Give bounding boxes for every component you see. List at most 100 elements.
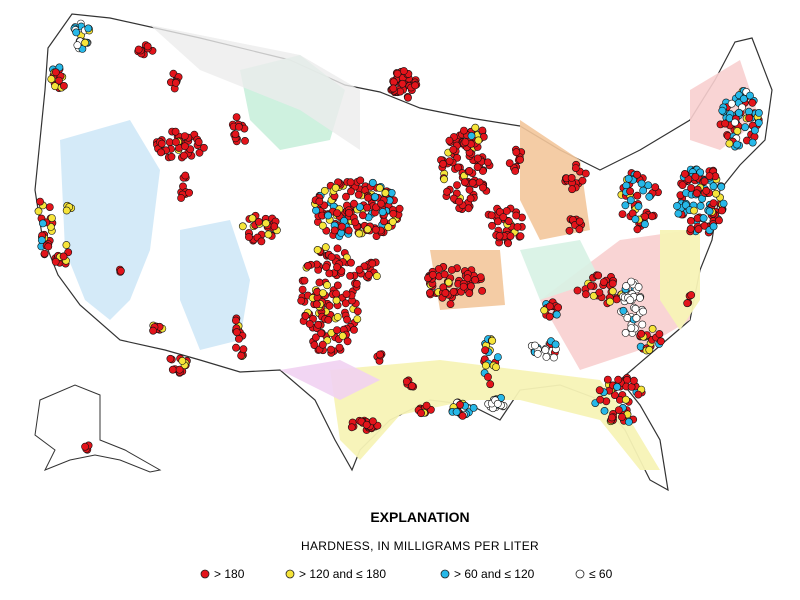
sample-point xyxy=(375,350,384,359)
sample-point xyxy=(72,28,81,37)
sample-point xyxy=(626,296,635,304)
sample-point xyxy=(631,215,640,224)
sample-point xyxy=(719,199,728,208)
sample-point xyxy=(641,212,649,221)
sample-point xyxy=(505,159,514,167)
sample-point xyxy=(651,183,660,192)
sample-point xyxy=(613,382,621,391)
sample-point xyxy=(238,222,247,231)
sample-point xyxy=(411,81,419,90)
sample-point xyxy=(493,353,502,361)
sample-point xyxy=(445,136,454,145)
sample-point xyxy=(587,281,595,290)
sample-point xyxy=(417,409,425,418)
sample-point xyxy=(333,244,342,253)
sample-point xyxy=(441,289,450,297)
sample-point xyxy=(180,142,189,151)
sample-point xyxy=(371,225,380,234)
sample-point xyxy=(326,345,335,354)
sample-point xyxy=(657,337,665,346)
sample-point xyxy=(633,191,642,200)
sample-point xyxy=(149,326,157,335)
sample-point xyxy=(512,211,520,220)
sample-point xyxy=(459,282,468,291)
sample-point xyxy=(506,232,515,240)
sample-point xyxy=(157,139,166,148)
sample-point xyxy=(232,328,241,337)
sample-point xyxy=(717,182,726,191)
sample-point xyxy=(471,123,480,132)
sample-point xyxy=(325,301,334,310)
sample-point xyxy=(625,417,633,426)
sample-point xyxy=(449,287,458,296)
sample-point xyxy=(541,346,550,354)
sample-point xyxy=(467,282,475,291)
sample-point xyxy=(444,278,453,287)
sample-point xyxy=(381,188,390,197)
sample-point xyxy=(404,93,412,102)
sample-point xyxy=(735,108,743,117)
sample-point xyxy=(565,226,574,235)
sample-point xyxy=(484,373,492,381)
sample-point xyxy=(700,221,709,230)
sample-point xyxy=(333,313,342,321)
sample-point xyxy=(453,181,461,189)
sample-point xyxy=(305,320,314,328)
sample-point xyxy=(37,236,46,244)
sample-point xyxy=(345,208,353,217)
sample-point xyxy=(181,171,190,180)
sample-point xyxy=(499,213,508,221)
sample-point xyxy=(608,287,617,296)
legend: > 180 > 120 and ≤ 180 > 60 and ≤ 120 ≤ 60 xyxy=(200,567,613,581)
sample-point xyxy=(478,126,487,135)
sample-point xyxy=(481,361,490,370)
sample-point xyxy=(195,148,204,157)
sample-point xyxy=(364,270,373,279)
sample-point xyxy=(633,170,641,179)
sample-point xyxy=(581,169,590,178)
sample-point xyxy=(300,276,309,285)
sample-point xyxy=(727,99,736,108)
sample-point xyxy=(324,315,333,324)
sample-point xyxy=(573,286,582,295)
sample-point xyxy=(469,403,478,412)
sample-point xyxy=(408,381,416,390)
sample-point xyxy=(461,138,470,146)
sample-point xyxy=(337,222,346,231)
sample-point xyxy=(177,194,185,202)
sample-point xyxy=(478,286,486,295)
sample-point xyxy=(511,167,520,175)
sample-point xyxy=(641,220,649,229)
sample-point xyxy=(325,269,334,278)
sample-point xyxy=(171,127,180,136)
sample-point xyxy=(692,189,701,198)
sample-point xyxy=(262,219,270,228)
sample-point xyxy=(687,216,695,225)
sample-point xyxy=(344,226,353,235)
sample-point xyxy=(622,395,630,404)
sample-point xyxy=(512,148,521,157)
sample-point xyxy=(648,324,657,333)
sample-point xyxy=(608,279,617,288)
sample-point xyxy=(691,172,700,181)
sample-point xyxy=(748,138,757,147)
sample-point xyxy=(567,173,576,182)
sample-point xyxy=(733,140,741,149)
sample-point xyxy=(648,212,656,221)
sample-point xyxy=(655,330,664,338)
sample-point xyxy=(595,288,604,297)
sample-point xyxy=(298,285,307,294)
sample-point xyxy=(533,349,542,358)
sample-point xyxy=(331,183,340,192)
legend-marker xyxy=(200,569,210,579)
sample-point xyxy=(167,152,176,161)
sample-point xyxy=(180,132,189,140)
sample-point xyxy=(449,145,458,154)
sample-point xyxy=(634,283,643,291)
sample-point xyxy=(465,166,474,175)
sample-point xyxy=(353,307,362,316)
sample-point xyxy=(674,209,683,218)
sample-point xyxy=(335,343,344,352)
sample-point xyxy=(516,232,525,241)
sample-point xyxy=(465,185,474,194)
